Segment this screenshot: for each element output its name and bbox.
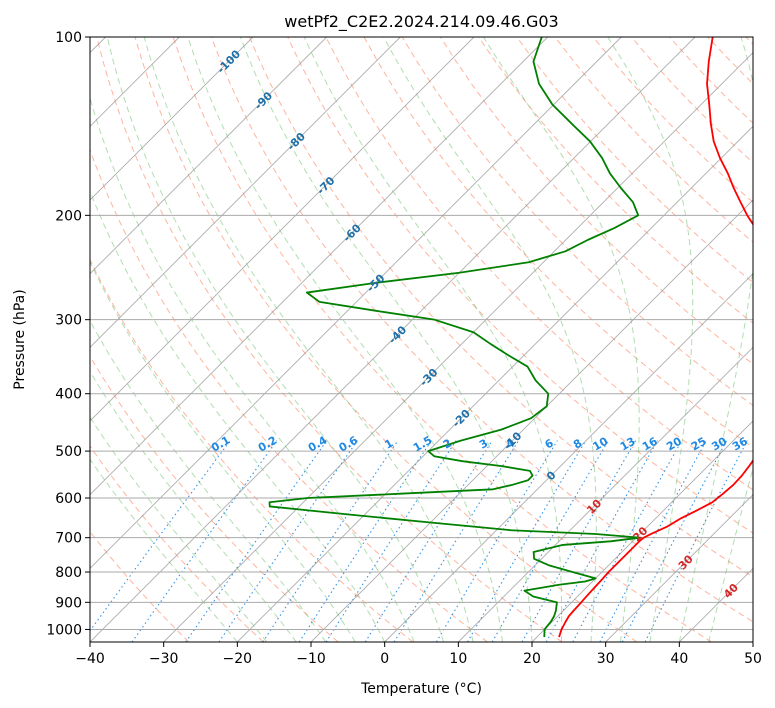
dewpoint-profile-line [268,37,641,638]
y-tick-label: 500 [55,444,82,460]
chart-title: wetPf2_C2E2.2024.214.09.46.G03 [284,12,558,32]
isotherm-line [237,125,753,642]
isotherm-line [531,420,753,642]
dry-adiabat-line [516,37,753,284]
mixing-ratio-line [393,440,520,642]
mixing-ratio-line [644,440,748,642]
moist-adiabat-line [143,37,474,642]
mixing-ratio-line [131,440,278,642]
y-tick-label: 900 [55,595,82,611]
moist-adiabat-line [106,37,445,642]
isotherm-line [90,37,548,496]
x-axis-label: Temperature (°C) [360,681,482,697]
dry-adiabat-line [172,37,712,642]
mixing-ratio-line [621,440,728,642]
moist-adiabat-line [90,189,386,642]
isotherm-line [90,37,254,201]
isotherm-line [310,199,753,642]
moist-adiabat-line [90,416,268,642]
mixing-ratio-line [572,440,683,642]
temperature-profile-line [558,37,753,638]
isotherm-line [90,37,401,348]
mixing-ratio-line [599,440,707,642]
y-tick-label: 1000 [46,622,82,638]
y-tick-label: 800 [55,565,82,581]
x-tick-label: 20 [523,651,541,667]
axis-ticks: −40 −30 −20 −10 0 10 20 30 40 50 100 200 300 400 500 60… [46,30,762,667]
mixing-ratio-line [185,440,328,642]
isotherm-line [90,37,475,422]
isotherm-line [90,37,327,275]
moist-adiabat-line [383,37,597,642]
dry-adiabat-line [90,258,414,642]
mixing-ratio-line [435,440,558,642]
y-tick-label: 400 [55,387,82,403]
dry-adiabat-line [210,37,753,623]
y-tick-label: 600 [55,491,82,507]
moist-adiabat-line [678,37,753,642]
moist-adiabat-line [482,37,640,642]
moist-adiabat-line [239,37,533,642]
isotherm-line [458,346,753,642]
moist-adiabat-line [708,466,753,642]
isotherm-line [163,52,753,642]
mixing-ratio-line [545,440,659,642]
moist-adiabat-line [303,37,563,642]
dry-adiabat-line [249,37,753,578]
mixing-ratio-line [467,440,587,642]
isotherm-line [90,37,696,642]
mixing-ratio-line [364,440,493,642]
x-tick-label: 50 [744,651,762,667]
isotherm-line [90,37,622,569]
moist-adiabat-line [90,370,297,642]
moist-adiabat-line [90,319,327,642]
x-tick-label: 40 [670,651,688,667]
x-tick-label: −30 [149,651,179,667]
plot-frame [89,36,754,643]
x-tick-label: −40 [75,651,105,667]
background-lines [90,37,753,642]
isotherm-line [384,273,753,642]
sounding-profiles [268,37,753,638]
x-tick-label: 30 [597,651,615,667]
mixing-ratio-line [491,440,609,642]
dry-adiabat-line [325,37,753,491]
y-tick-label: 700 [55,531,82,547]
x-tick-label: −20 [223,651,253,667]
y-tick-label: 300 [55,313,82,329]
dry-adiabat-line [134,37,638,642]
y-axis-label: Pressure (hPa) [12,289,28,389]
dry-adiabat-line [90,445,264,642]
mixing-ratio-line [298,440,432,642]
x-tick-label: 0 [380,651,389,667]
moist-adiabat-line [90,260,356,642]
y-tick-label: 100 [55,30,82,46]
dry-adiabat-line [96,37,563,642]
moist-adiabat-line [607,37,694,642]
y-tick-label: 200 [55,208,82,224]
isotherm-line [605,494,753,642]
moist-adiabat-line [187,37,504,642]
dry-adiabat-line [287,37,753,534]
moist-adiabat-line [90,458,238,642]
mixing-ratio-line [521,440,637,642]
x-tick-label: −10 [296,651,326,667]
x-tick-label: 10 [449,651,467,667]
